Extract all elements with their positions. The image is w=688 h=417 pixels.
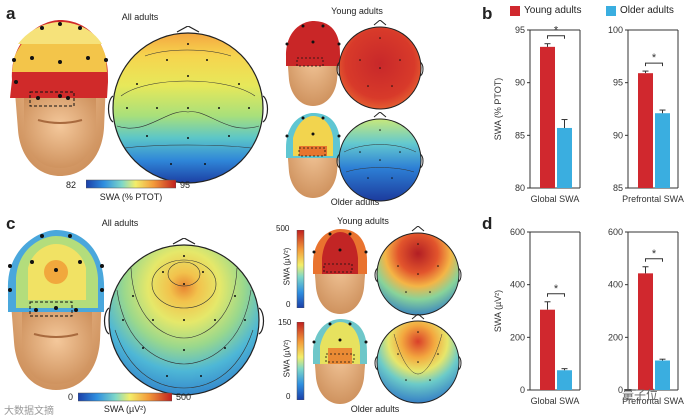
colorbar-c-older-top: 150 [278,318,292,327]
legend-label-young: Young adults [524,5,582,16]
colorbar-c-young-bottom: 0 [286,300,291,309]
bar-young [540,309,555,390]
bar-young [540,46,555,188]
legend-label-older: Older adults [620,5,674,16]
y-tick-label: 200 [608,332,623,342]
bar-chart-b-prefrontal: 85 90 95 100 * Prefrontal SWA [608,25,684,204]
head-model-c-all [7,230,105,390]
topomap-a-young [336,20,424,110]
head-model-a-older [285,113,341,198]
y-axis-label: SWA (µV²) [493,290,503,332]
significance-star: * [554,283,559,295]
legend: Young adults Older adults [510,5,686,19]
y-tick-label: 90 [515,78,525,88]
colorbar-c-young-top: 500 [276,224,290,233]
y-tick-label: 400 [510,280,525,290]
colorbar-a [86,179,176,189]
panel-label-a: a [6,4,16,23]
y-tick-label: 0 [618,385,623,395]
panel-c-all-title: All adults [101,218,139,228]
significance-bracket [547,293,565,297]
topomap-a-older [336,112,424,202]
y-tick-label: 95 [515,25,525,35]
colorbar-a-label: SWA (% PTOT) [99,192,163,202]
colorbar-c-young [296,230,305,308]
x-category-label: Prefrontal SWA [622,194,684,204]
y-tick-label: 400 [608,280,623,290]
y-tick-label: 100 [608,25,623,35]
head-model-a-all [10,20,109,176]
x-category-label: Prefrontal SWA [622,396,684,406]
significance-star: * [554,25,559,37]
colorbar-a-max: 95 [180,180,191,190]
significance-bracket [645,62,663,67]
colorbar-c-label: SWA (µV²) [103,404,147,414]
significance-bracket [645,258,663,262]
topomap-c-all [103,238,265,396]
topomap-a-all [107,26,269,184]
bar-chart-b-global: 80 85 90 95 SWA (% PTOT) * Global SWA [493,25,581,204]
bar-chart-d-prefrontal: 0 200 400 600 * Prefrontal SWA [608,227,684,406]
y-tick-label: 80 [515,183,525,193]
colorbar-c-young-label: SWA (µV²) [282,247,292,286]
y-tick-label: 85 [613,183,623,193]
y-axis-label: SWA (% PTOT) [493,78,503,141]
bar-older [655,113,670,188]
watermark-right: 量子位 [622,388,659,402]
topomap-c-young [374,226,462,316]
y-tick-label: 95 [613,78,623,88]
y-tick-label: 85 [515,130,525,140]
watermark-left: 大数据文摘 [4,406,54,417]
significance-bracket [547,35,565,39]
topomap-c-older [374,314,462,404]
colorbar-c-older-label: SWA (µV²) [282,339,292,378]
bar-young [638,73,653,188]
head-model-a-young [285,21,341,106]
y-tick-label: 600 [510,227,525,237]
legend-swatch-young [510,6,520,16]
y-tick-label: 90 [613,130,623,140]
panel-c-older-title: Older adults [350,404,400,414]
bar-young [638,273,653,390]
head-model-c-older [312,319,368,404]
legend-swatch-older [606,6,616,16]
colorbar-c-older-bottom: 0 [286,392,291,401]
panel-a-older-title: Older adults [330,197,380,207]
colorbar-c-max: 500 [176,392,192,402]
panel-label-c: c [6,214,16,233]
bar-older [557,370,572,390]
head-model-c-young [312,229,368,314]
bar-chart-d-global: 0 200 400 600 SWA (µV²) * Global SWA [493,227,581,406]
y-tick-label: 0 [520,385,525,395]
bar-older [655,360,670,390]
colorbar-c [78,392,172,402]
y-tick-label: 600 [608,227,623,237]
panel-a-young-title: Young adults [331,6,383,16]
panel-label-b: b [482,4,493,23]
y-tick-label: 200 [510,332,525,342]
bar-older [557,127,572,188]
panel-a-all-title: All adults [121,12,159,22]
x-category-label: Global SWA [531,396,580,406]
x-category-label: Global SWA [531,194,580,204]
significance-star: * [652,248,657,260]
panel-c-young-title: Young adults [337,216,389,226]
significance-star: * [652,52,657,64]
panel-label-d: d [482,214,493,233]
colorbar-a-min: 82 [66,180,77,190]
colorbar-c-older [296,322,305,400]
colorbar-c-min: 0 [68,392,74,402]
